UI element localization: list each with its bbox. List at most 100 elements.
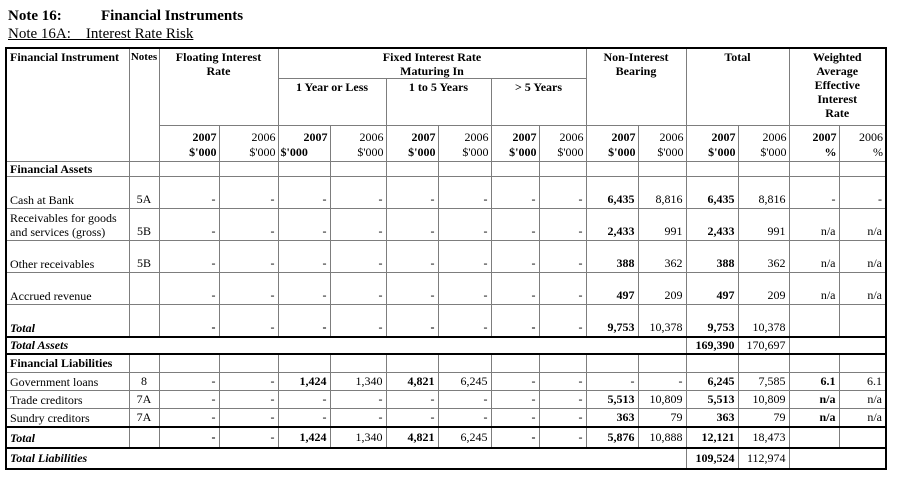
value-cell — [490, 161, 540, 177]
year-label: 2006 — [559, 130, 584, 144]
value-cell: 8,816 — [637, 176, 687, 209]
total-liabilities-total-2006: 112,974 — [737, 447, 790, 469]
value-cell: - — [158, 426, 220, 449]
unit-label: $'000 — [557, 145, 584, 159]
value-cell: - — [218, 390, 279, 409]
value-cell: - — [218, 372, 279, 391]
value-cell: 2,433 — [685, 208, 739, 241]
value-cell: 1,424 — [277, 426, 331, 449]
value-cell: 4,821 — [385, 372, 439, 391]
value-cell: - — [385, 408, 439, 428]
value-cell — [490, 353, 540, 373]
financial-assets-section-label: Financial Assets — [5, 161, 130, 177]
value-cell: - — [218, 426, 279, 449]
total-assets-total-2006: 170,697 — [737, 336, 790, 355]
year-unit-header-8: 2007 $'000 — [585, 125, 639, 162]
value-cell: - — [277, 408, 331, 428]
value-cell: - — [538, 240, 587, 273]
interest-rate-risk-table: Financial Instrument Notes Floating Intere… — [5, 47, 887, 470]
other-receivables-label: Other receivables — [5, 240, 130, 273]
value-cell: - — [158, 372, 220, 391]
value-cell: - — [437, 304, 492, 338]
cash-at-bank-notes: 5A — [128, 176, 160, 209]
assets-subtotal-label: Total — [5, 304, 130, 338]
value-cell: - — [329, 408, 387, 428]
receivables-goods-services-row: Receivables for goods and services (gros… — [5, 208, 887, 241]
value-cell: - — [490, 408, 540, 428]
value-cell: 991 — [637, 208, 687, 241]
value-cell: 9,753 — [585, 304, 639, 338]
table-header: Financial Instrument Notes Floating Intere… — [5, 47, 887, 162]
year-unit-header-3: 2006 $'000 — [329, 125, 387, 162]
value-cell: - — [277, 208, 331, 241]
value-cell — [538, 161, 587, 177]
value-cell — [838, 353, 887, 373]
year-label: 2006 — [464, 130, 489, 144]
value-cell: - — [490, 176, 540, 209]
value-cell: - — [277, 390, 331, 409]
value-cell: - — [385, 208, 439, 241]
value-cell: - — [437, 272, 492, 305]
year-label: 2007 — [192, 130, 217, 144]
value-cell: - — [838, 176, 887, 209]
value-cell: 6.1 — [838, 372, 887, 391]
liabilities-subtotal-row: Total - -1,424 1,340 4,821 6,245- -5,876 10,888… — [5, 426, 887, 449]
liabilities-subtotal-notes — [128, 426, 160, 449]
col-header-notes: Notes — [128, 47, 160, 162]
year-label: 2007 — [711, 130, 736, 144]
header-group-row: Financial Instrument Notes Floating Intere… — [5, 47, 887, 162]
value-cell: - — [385, 272, 439, 305]
value-cell: n/a — [788, 208, 840, 241]
assets-subtotal-notes — [128, 304, 160, 338]
accrued-revenue-label: Accrued revenue — [5, 272, 130, 305]
value-cell: - — [437, 390, 492, 409]
value-cell: - — [637, 372, 687, 391]
value-cell: - — [437, 240, 492, 273]
cash-at-bank-label: Cash at Bank — [5, 176, 130, 209]
total-liabilities-total-2007: 109,524 — [685, 447, 739, 469]
value-cell: 10,809 — [637, 390, 687, 409]
value-cell: - — [158, 208, 220, 241]
value-cell: 6,435 — [585, 176, 639, 209]
value-cell: - — [490, 304, 540, 338]
value-cell — [538, 353, 587, 373]
col-header-total: Total — [685, 47, 790, 126]
value-cell: - — [385, 240, 439, 273]
value-cell: - — [218, 408, 279, 428]
value-cell: 991 — [737, 208, 790, 241]
value-cell: - — [538, 272, 587, 305]
year-unit-header-5: 2006 $'000 — [437, 125, 492, 162]
value-cell: n/a — [838, 390, 887, 409]
year-unit-header-13: 2006% — [838, 125, 887, 162]
unit-label: % — [873, 145, 883, 159]
unit-label: $'000 — [760, 145, 787, 159]
value-cell: - — [437, 408, 492, 428]
value-cell: - — [490, 240, 540, 273]
value-cell: n/a — [788, 272, 840, 305]
value-cell: 5,513 — [685, 390, 739, 409]
unit-label: $'000 — [462, 145, 489, 159]
unit-label: $'000 — [708, 145, 736, 159]
value-cell: 1,340 — [329, 372, 387, 391]
unit-label: $'000 — [608, 145, 636, 159]
value-cell — [329, 353, 387, 373]
value-cell — [788, 304, 840, 338]
value-cell: - — [538, 426, 587, 449]
year-label: 2006 — [659, 130, 684, 144]
value-cell: - — [385, 304, 439, 338]
value-cell: 6.1 — [788, 372, 840, 391]
year-unit-header-10: 2007 $'000 — [685, 125, 739, 162]
value-cell: 10,888 — [637, 426, 687, 449]
value-cell: - — [218, 240, 279, 273]
value-cell: - — [277, 240, 331, 273]
value-cell: - — [788, 176, 840, 209]
unit-label: $'000 — [509, 145, 537, 159]
value-cell: 6,435 — [685, 176, 739, 209]
value-cell — [637, 353, 687, 373]
unit-label: $'000 — [657, 145, 684, 159]
value-cell: - — [277, 176, 331, 209]
value-cell — [218, 161, 279, 177]
value-cell: 362 — [737, 240, 790, 273]
note-16a-subtitle: Note 16A: Interest Rate Risk — [8, 26, 194, 42]
value-cell: - — [490, 390, 540, 409]
